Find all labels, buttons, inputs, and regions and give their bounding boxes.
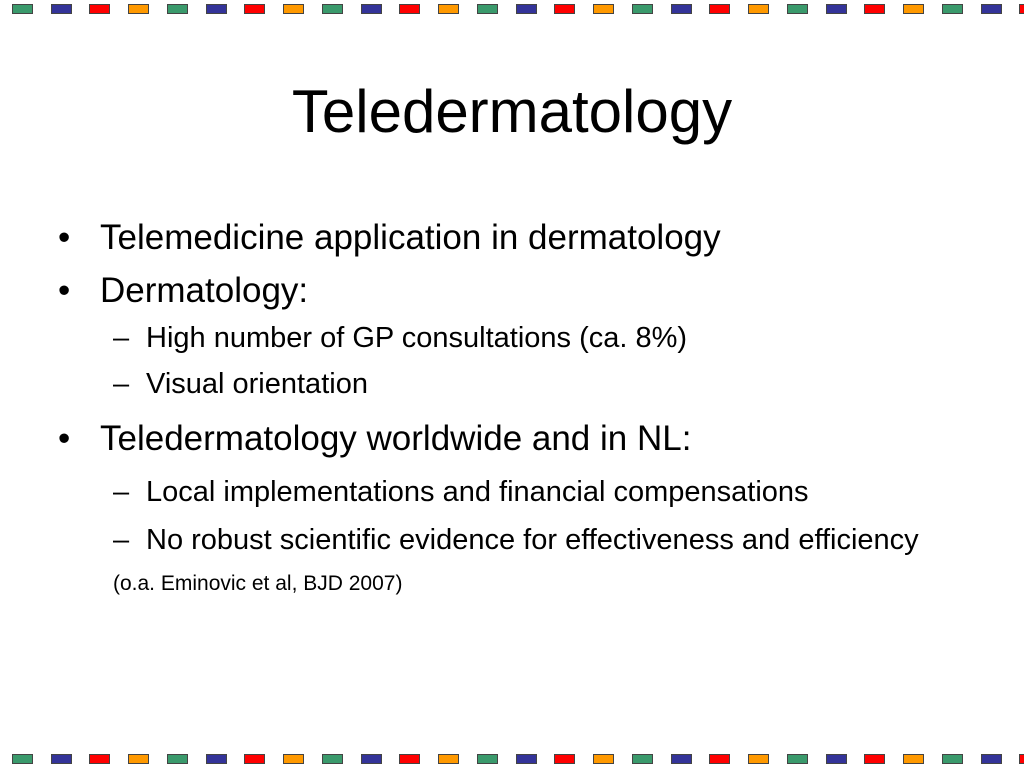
border-rect: [167, 754, 188, 764]
border-rect: [787, 754, 808, 764]
bullet-text: Teledermatology worldwide and in NL:: [100, 419, 692, 458]
bullet-item: • Teledermatology worldwide and in NL:: [58, 417, 978, 461]
bullet-icon: •: [58, 218, 71, 257]
border-rect: [282, 4, 304, 14]
sub-bullet-item: – High number of GP consultations (ca. 8%…: [58, 317, 978, 359]
border-rect: [632, 754, 653, 764]
border-rect: [864, 4, 885, 14]
sub-bullet-text: High number of GP consultations (ca. 8%): [146, 322, 688, 354]
border-rect: [709, 754, 730, 764]
border-rect: [787, 4, 808, 14]
border-rect: [399, 4, 420, 14]
border-rect: [554, 754, 575, 764]
border-rect: [282, 754, 304, 764]
border-rect: [244, 4, 265, 14]
border-rect: [592, 754, 614, 764]
border-rect: [360, 754, 382, 764]
border-rect: [709, 4, 730, 14]
border-rect: [244, 754, 265, 764]
border-rect: [167, 4, 188, 14]
border-rect: [670, 4, 692, 14]
border-rect: [205, 754, 227, 764]
border-rect: [360, 4, 382, 14]
border-rect: [980, 754, 1002, 764]
dash-icon: –: [113, 368, 130, 400]
border-rect: [825, 754, 847, 764]
dash-icon: –: [113, 322, 130, 354]
border-rect: [592, 4, 614, 14]
sub-bullet-text: Local implementations and financial comp…: [146, 476, 809, 508]
slide-content: • Telemedicine application in dermatology…: [58, 216, 978, 599]
slide-title: Teledermatology: [291, 78, 733, 145]
border-rect: [1019, 4, 1024, 14]
border-rect: [437, 4, 459, 14]
border-rect: [515, 754, 537, 764]
border-rect: [322, 4, 343, 14]
border-rect: [554, 4, 575, 14]
border-rect: [127, 4, 149, 14]
border-rect: [980, 4, 1002, 14]
bullet-text: Dermatology:: [100, 271, 309, 310]
border-rect: [437, 754, 459, 764]
border-rect: [399, 754, 420, 764]
sub-bullet-text: No robust scientific evidence for effect…: [146, 524, 919, 556]
border-rect: [902, 754, 924, 764]
dash-icon: –: [113, 476, 130, 508]
border-rect: [89, 754, 110, 764]
border-rect: [670, 754, 692, 764]
border-rect: [205, 4, 227, 14]
border-rect: [89, 4, 110, 14]
border-rect: [1019, 754, 1024, 764]
bullet-icon: •: [58, 271, 71, 310]
sub-bullet-item: – Local implementations and financial com…: [58, 471, 978, 513]
border-rect: [825, 4, 847, 14]
border-rect: [747, 4, 769, 14]
bullet-item: • Telemedicine application in dermatology: [58, 216, 978, 260]
citation: (o.a. Eminovic et al, BJD 2007): [113, 572, 403, 595]
border-rect: [747, 754, 769, 764]
border-rect: [50, 754, 72, 764]
border-rect: [864, 754, 885, 764]
bullet-item: • Dermatology:: [58, 269, 978, 313]
border-rect: [942, 754, 963, 764]
bottom-decorative-border: [0, 753, 1024, 765]
border-rect: [515, 4, 537, 14]
sub-bullet-item: – Visual orientation: [58, 363, 978, 405]
border-rect: [902, 4, 924, 14]
border-rect: [12, 754, 33, 764]
border-rect: [322, 754, 343, 764]
dash-icon: –: [113, 524, 130, 556]
border-rect: [477, 754, 498, 764]
top-decorative-border: [0, 3, 1024, 15]
border-rect: [12, 4, 33, 14]
border-rect: [477, 4, 498, 14]
border-rect: [127, 754, 149, 764]
sub-bullet-item: – No robust scientific evidence for effec…: [58, 519, 978, 561]
bullet-text: Telemedicine application in dermatology: [100, 218, 721, 257]
border-rect: [632, 4, 653, 14]
bullet-icon: •: [58, 419, 71, 458]
sub-bullet-text: Visual orientation: [146, 368, 368, 400]
border-rect: [50, 4, 72, 14]
border-rect: [942, 4, 963, 14]
